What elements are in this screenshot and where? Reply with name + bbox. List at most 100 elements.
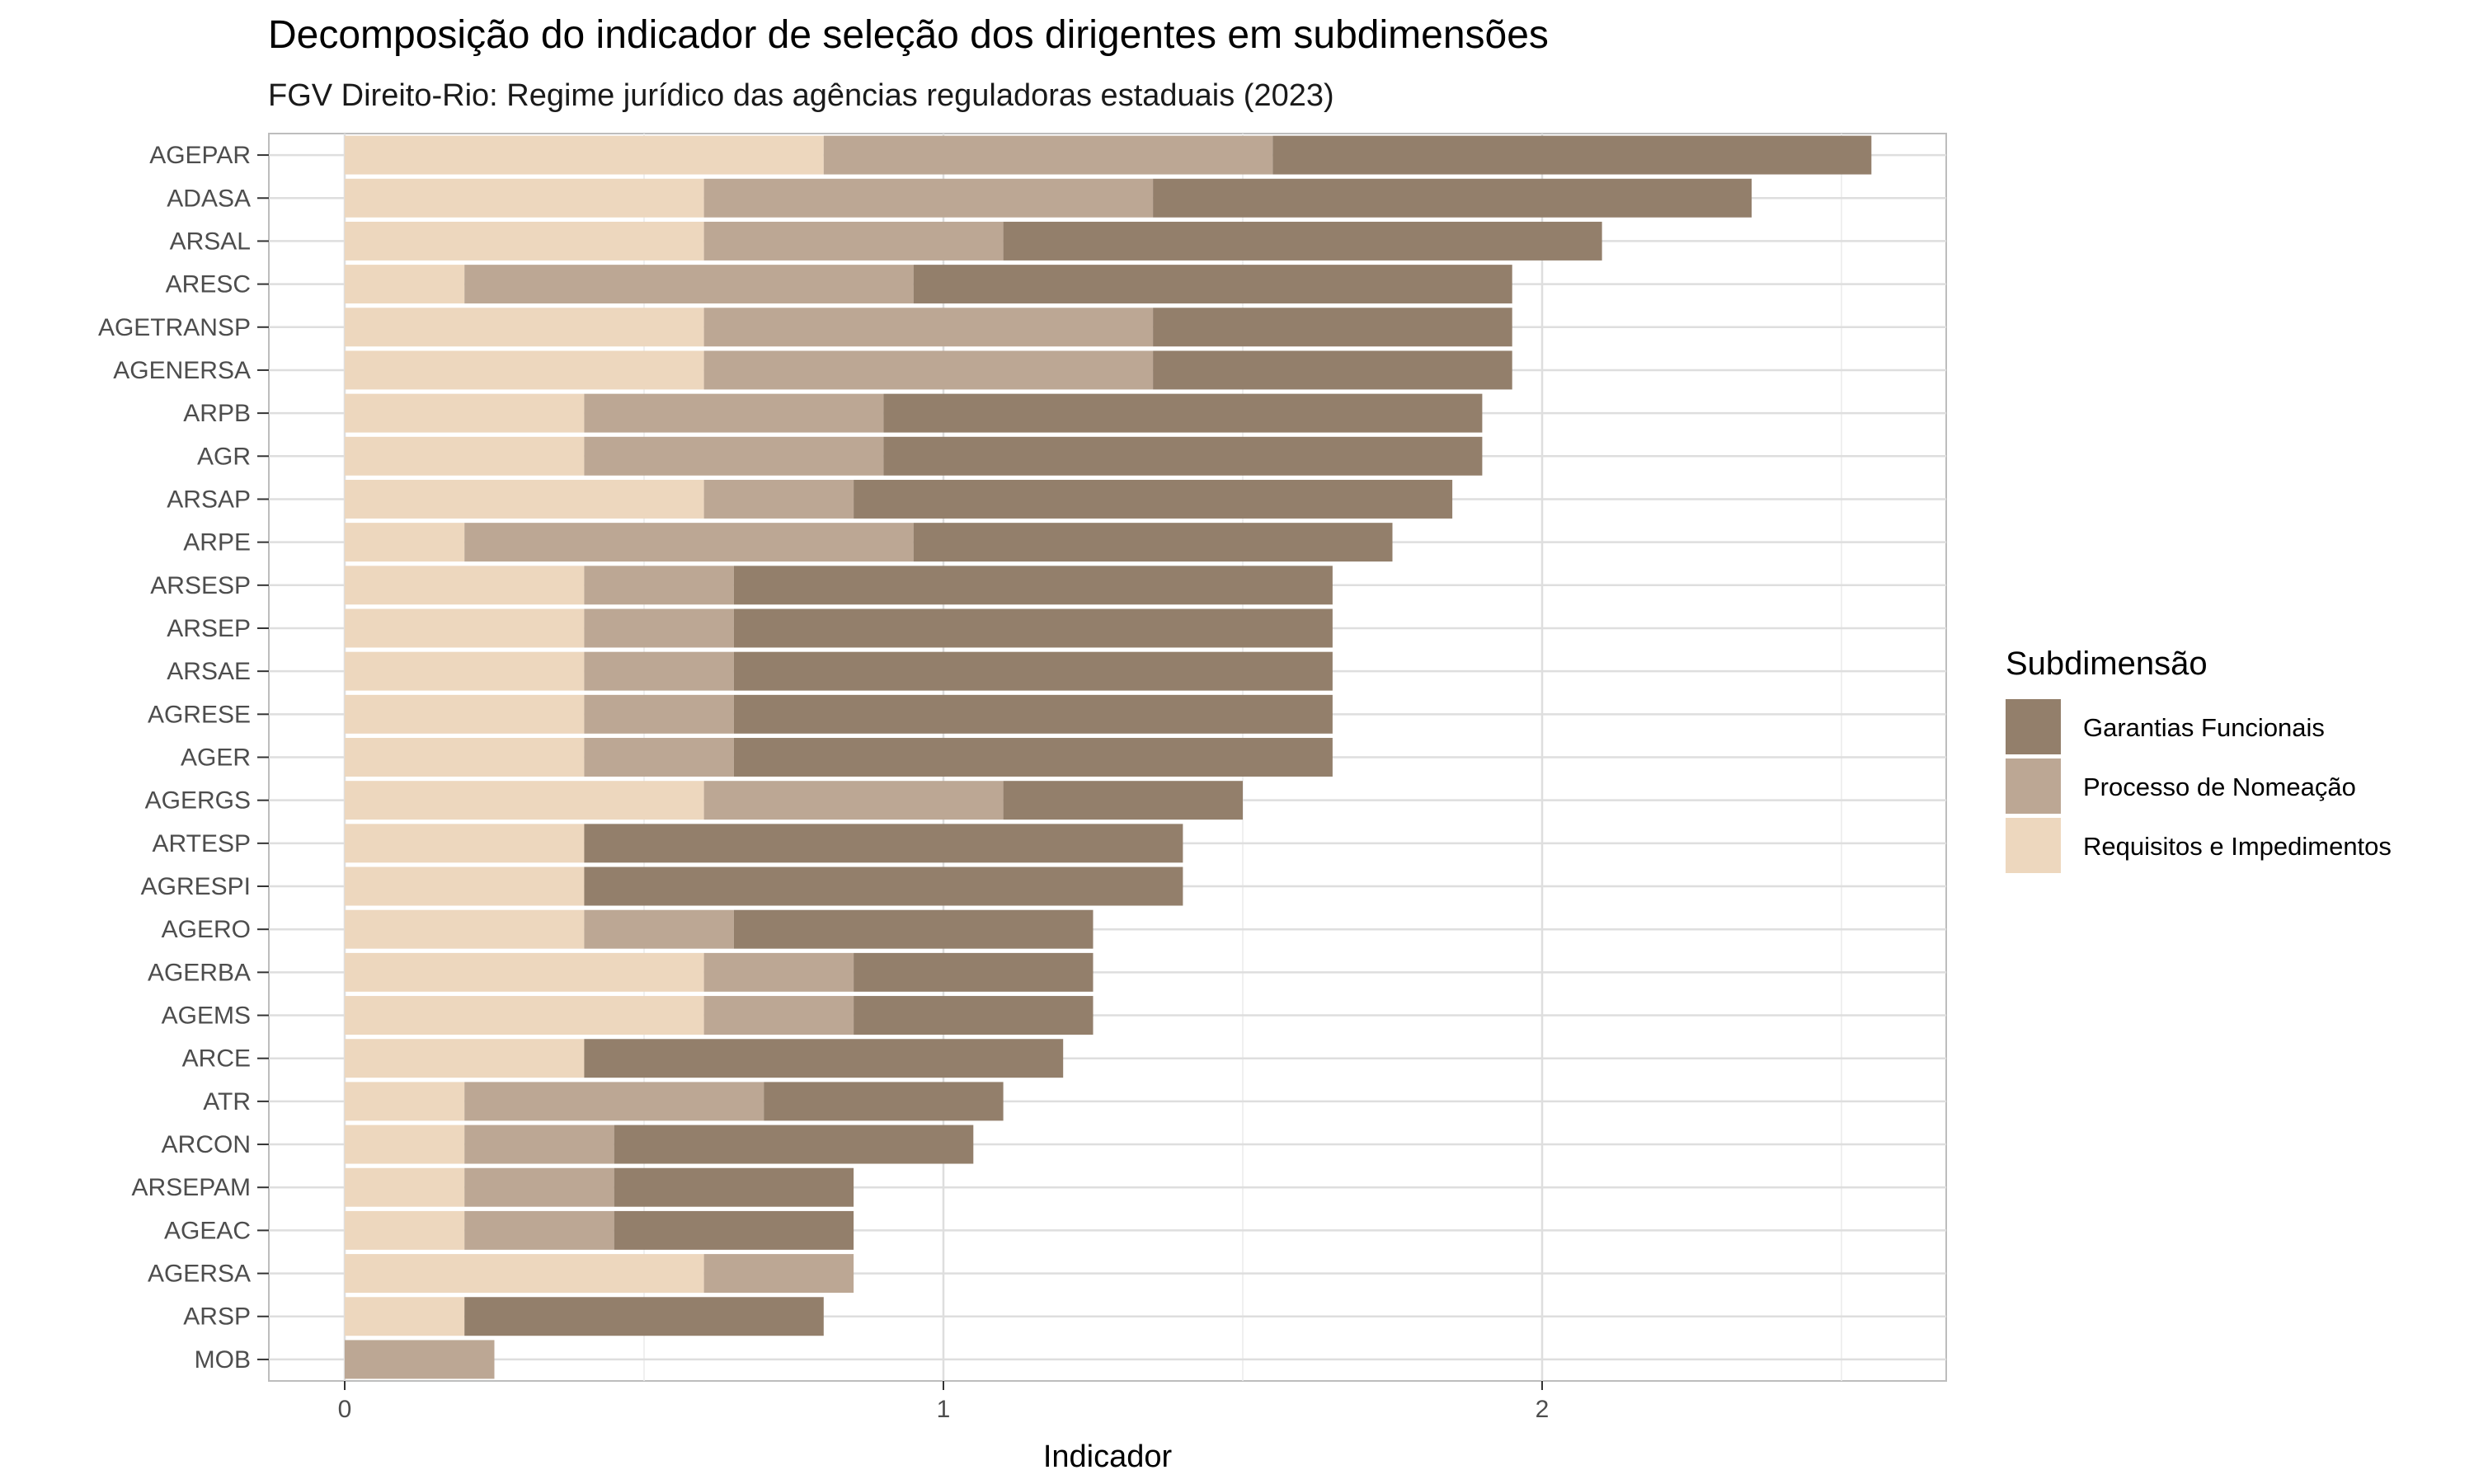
- bar-aresc-garantias-funcionais: [913, 265, 1512, 304]
- legend-swatch: [2006, 818, 2061, 873]
- bar-agepar-garantias-funcionais: [1272, 135, 1872, 175]
- y-tick-label: ARCE: [182, 1045, 251, 1073]
- legend-items: Garantias Funcionais Processo de Nomeação…: [2006, 699, 2392, 873]
- bar-arsap-requisitos-e-impedimentos: [345, 479, 704, 519]
- bar-arsap-garantias-funcionais: [854, 479, 1453, 519]
- bar-agr-processo-de-nomea-o: [584, 436, 884, 476]
- x-axis-ticks: 0 1 2: [338, 1381, 1550, 1423]
- bar-agenersa-requisitos-e-impedimentos: [345, 350, 704, 390]
- bar-atr-processo-de-nomea-o: [464, 1082, 764, 1121]
- bar-arsesp-requisitos-e-impedimentos: [345, 566, 585, 605]
- x-tick-label: 2: [1536, 1396, 1550, 1423]
- bar-arpb-processo-de-nomea-o: [584, 393, 884, 433]
- bars: [345, 135, 1872, 1379]
- bar-ageac-garantias-funcionais: [614, 1210, 854, 1250]
- bar-arpe-processo-de-nomea-o: [464, 523, 914, 562]
- bar-artesp-requisitos-e-impedimentos: [345, 824, 585, 863]
- x-tick-label: 1: [937, 1396, 951, 1423]
- y-tick-label: AGEMS: [162, 1003, 251, 1030]
- legend-swatch: [2006, 758, 2061, 814]
- y-tick-label: ARSEP: [167, 615, 251, 642]
- bar-atr-garantias-funcionais: [764, 1082, 1004, 1121]
- bar-arcon-garantias-funcionais: [614, 1125, 974, 1164]
- bar-adasa-processo-de-nomea-o: [703, 178, 1154, 218]
- y-tick-label: ARSP: [183, 1303, 251, 1331]
- bar-adasa-garantias-funcionais: [1153, 178, 1752, 218]
- y-tick-label: ARSESP: [150, 572, 251, 599]
- legend-label: Garantias Funcionais: [2083, 713, 2325, 742]
- bar-agetransp-processo-de-nomea-o: [703, 308, 1154, 347]
- y-tick-label: ARPE: [183, 529, 251, 556]
- y-tick-label: ARSAP: [167, 486, 251, 513]
- legend-title: Subdimensão: [2006, 646, 2208, 682]
- bar-agerba-processo-de-nomea-o: [703, 952, 854, 992]
- bar-ager-requisitos-e-impedimentos: [345, 738, 585, 777]
- y-tick-label: AGERO: [162, 916, 251, 943]
- bar-ager-processo-de-nomea-o: [584, 738, 734, 777]
- bar-agems-garantias-funcionais: [854, 996, 1094, 1036]
- y-tick-label: AGRESPI: [141, 873, 251, 900]
- y-tick-label: ARTESP: [153, 830, 252, 857]
- chart-title: Decomposição do indicador de seleção dos…: [268, 13, 1549, 57]
- bar-ageac-processo-de-nomea-o: [464, 1210, 614, 1250]
- bar-aresc-processo-de-nomea-o: [464, 265, 914, 304]
- y-tick-label: ARESC: [166, 271, 251, 298]
- y-tick-label: ARSAE: [167, 658, 251, 685]
- y-axis-ticks: AGEPAR ADASA ARSAL ARESC AGETRANSP AGENERSA AR…: [98, 142, 269, 1374]
- bar-arce-garantias-funcionais: [584, 1039, 1064, 1078]
- bar-agems-processo-de-nomea-o: [703, 996, 854, 1036]
- y-tick-label: ARCON: [162, 1131, 251, 1158]
- bar-agenersa-garantias-funcionais: [1153, 350, 1512, 390]
- bar-arcon-processo-de-nomea-o: [464, 1125, 614, 1164]
- y-tick-label: AGEPAR: [149, 142, 251, 169]
- bar-ager-garantias-funcionais: [733, 738, 1333, 777]
- y-tick-label: MOB: [195, 1346, 251, 1374]
- bar-arsep-requisitos-e-impedimentos: [345, 608, 585, 648]
- bar-agetransp-garantias-funcionais: [1153, 308, 1512, 347]
- bar-arsep-processo-de-nomea-o: [584, 608, 734, 648]
- bar-aresc-requisitos-e-impedimentos: [345, 265, 465, 304]
- bar-arce-requisitos-e-impedimentos: [345, 1039, 585, 1078]
- bar-arpb-garantias-funcionais: [883, 393, 1483, 433]
- y-tick-label: ARSEPAM: [132, 1174, 251, 1201]
- bar-agersa-requisitos-e-impedimentos: [345, 1254, 704, 1294]
- bar-agergs-garantias-funcionais: [1003, 781, 1243, 820]
- bar-agero-processo-de-nomea-o: [584, 909, 734, 949]
- bar-arsepam-processo-de-nomea-o: [464, 1167, 614, 1207]
- bar-agergs-processo-de-nomea-o: [703, 781, 1004, 820]
- bar-arsal-processo-de-nomea-o: [703, 221, 1004, 261]
- bar-atr-requisitos-e-impedimentos: [345, 1082, 465, 1121]
- bar-agero-requisitos-e-impedimentos: [345, 909, 585, 949]
- y-tick-label: ADASA: [167, 185, 251, 212]
- bar-arsesp-processo-de-nomea-o: [584, 566, 734, 605]
- bar-arpe-garantias-funcionais: [913, 523, 1393, 562]
- bar-agenersa-processo-de-nomea-o: [703, 350, 1154, 390]
- bar-agrese-requisitos-e-impedimentos: [345, 694, 585, 734]
- y-tick-label: ATR: [203, 1088, 251, 1115]
- legend-label: Requisitos e Impedimentos: [2083, 832, 2392, 861]
- y-tick-label: AGRESE: [148, 701, 251, 728]
- bar-arcon-requisitos-e-impedimentos: [345, 1125, 465, 1164]
- x-axis-title: Indicador: [1043, 1439, 1173, 1474]
- bar-agrespi-requisitos-e-impedimentos: [345, 866, 585, 906]
- bar-agerba-requisitos-e-impedimentos: [345, 952, 704, 992]
- bar-arsp-requisitos-e-impedimentos: [345, 1297, 465, 1336]
- y-tick-label: AGENERSA: [113, 357, 251, 384]
- bar-agr-garantias-funcionais: [883, 436, 1483, 476]
- y-tick-label: AGER: [181, 744, 251, 772]
- legend-label: Processo de Nomeação: [2083, 773, 2356, 801]
- bar-arsae-requisitos-e-impedimentos: [345, 651, 585, 691]
- bar-agergs-requisitos-e-impedimentos: [345, 781, 704, 820]
- bar-agr-requisitos-e-impedimentos: [345, 436, 585, 476]
- bar-agero-garantias-funcionais: [733, 909, 1094, 949]
- legend-swatch: [2006, 699, 2061, 754]
- y-tick-label: AGETRANSP: [98, 314, 251, 341]
- bar-arsp-garantias-funcionais: [464, 1297, 824, 1336]
- bar-arsae-garantias-funcionais: [733, 651, 1333, 691]
- bar-agepar-requisitos-e-impedimentos: [345, 135, 824, 175]
- y-tick-label: ARPB: [183, 400, 251, 427]
- legend: Subdimensão Garantias Funcionais Processo…: [2006, 646, 2392, 873]
- bar-arsepam-garantias-funcionais: [614, 1167, 854, 1207]
